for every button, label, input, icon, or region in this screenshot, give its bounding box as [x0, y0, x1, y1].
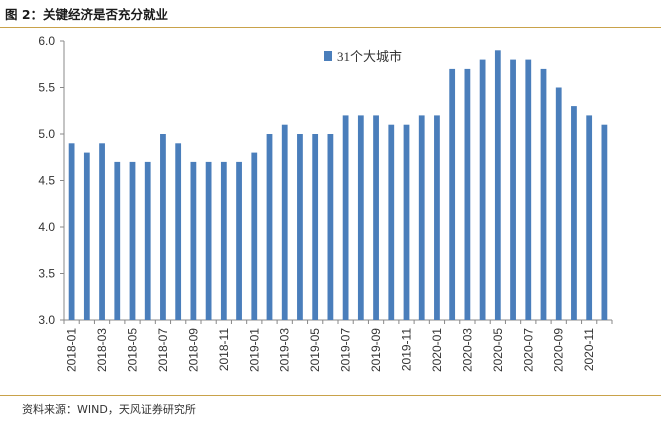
bar-2019-04: [297, 134, 303, 320]
x-tick-label: 2020-03: [460, 328, 474, 372]
bar-2018-11: [220, 161, 227, 320]
bar-2020-12: [601, 124, 608, 320]
x-tick-label: 2019-07: [339, 328, 353, 372]
bar-2018-09: [190, 161, 197, 320]
bar-2018-07: [160, 134, 166, 320]
bar-2019-07: [342, 115, 349, 321]
top-rule: [0, 27, 661, 28]
bar-2019-09: [373, 115, 379, 321]
y-tick-label: 3.0: [38, 313, 55, 327]
x-tick-label: 2020-01: [430, 328, 444, 372]
source-note: 资料来源：WIND，天风证券研究所: [22, 403, 196, 416]
x-tick-label: 2020-09: [552, 328, 566, 372]
x-tick-label: 2019-03: [278, 328, 292, 372]
legend-swatch: [324, 51, 332, 61]
bar-2018-04: [114, 161, 121, 320]
legend-label: 31个大城市: [337, 49, 402, 64]
x-tick-label: 2020-05: [491, 328, 505, 372]
bar-2020-10: [571, 106, 577, 320]
y-tick-label: 4.0: [38, 220, 55, 234]
bar-chart: 3.0 3.5 4.0 4.5 5.0 5.5 6.0 2018-01 2018-03 2018-…: [38, 34, 613, 372]
y-tick-label: 5.0: [38, 127, 55, 141]
bar-2018-12: [236, 161, 242, 320]
bar-2020-01: [434, 115, 440, 321]
figure-title: 图 2：关键经济是否充分就业: [5, 7, 169, 22]
x-tick-label: 2019-09: [369, 328, 383, 372]
x-tick-label: 2018-03: [95, 328, 109, 372]
y-tick-label: 4.5: [38, 174, 55, 188]
bar-2020-03: [464, 68, 471, 321]
x-tick-label: 2018-07: [156, 328, 170, 372]
x-tick-label: 2020-11: [582, 328, 596, 371]
bar-2020-08: [540, 68, 547, 321]
y-tick-label: 3.5: [38, 267, 55, 281]
x-tick-label: 2018-11: [217, 328, 231, 371]
bar-2019-10: [388, 124, 395, 320]
bar-2019-12: [418, 115, 425, 321]
bar-2020-05: [494, 50, 501, 321]
x-tick-label: 2018-01: [65, 328, 79, 372]
y-tick-label: 6.0: [38, 34, 55, 48]
bar-2018-01: [68, 143, 75, 320]
x-tick-label: 2019-11: [400, 328, 414, 371]
bar-2020-09: [555, 87, 562, 320]
x-tick-label: 2019-01: [247, 328, 261, 372]
bar-2019-05: [312, 134, 319, 320]
bar-2019-03: [281, 124, 288, 320]
bar-2020-11: [586, 115, 593, 321]
bar-2019-08: [357, 115, 364, 321]
bar-2020-04: [479, 59, 486, 320]
bar-2020-07: [525, 59, 532, 320]
bar-2019-01: [251, 152, 258, 320]
x-tick-label: 2018-05: [126, 328, 140, 372]
bar-2020-06: [510, 59, 516, 320]
bar-2018-10: [205, 161, 212, 320]
y-tick-label: 5.5: [38, 81, 55, 95]
bar-2018-08: [175, 143, 182, 320]
bar-2019-06: [327, 134, 334, 320]
bar-2018-05: [129, 161, 136, 320]
x-tick-label: 2019-05: [308, 328, 322, 372]
bar-2018-03: [99, 143, 105, 320]
bar-2020-02: [449, 68, 456, 321]
x-tick-label: 2018-09: [186, 328, 200, 372]
bar-2019-02: [266, 134, 273, 320]
bar-2018-02: [83, 152, 90, 320]
bottom-rule: [0, 395, 661, 396]
x-tick-label: 2020-07: [521, 328, 535, 372]
bar-2018-06: [144, 161, 151, 320]
bar-2019-11: [403, 124, 410, 320]
